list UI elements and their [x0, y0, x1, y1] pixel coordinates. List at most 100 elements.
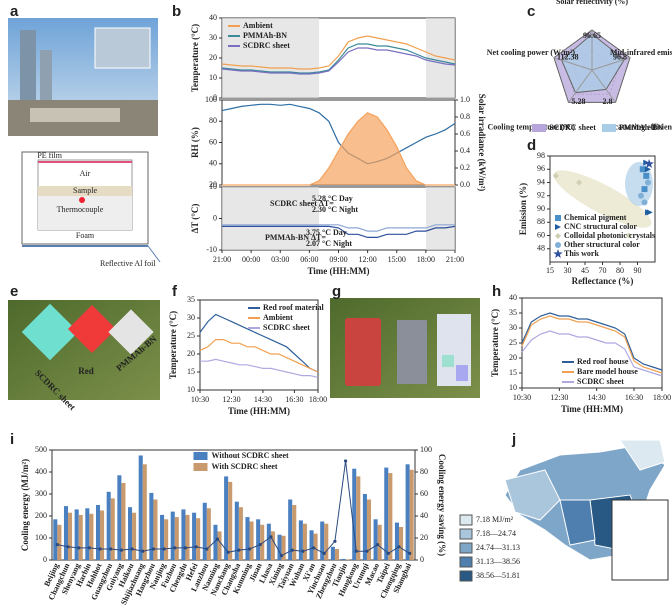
bar — [217, 531, 222, 560]
legend-label: 7.18—24.74 — [476, 529, 516, 538]
series-line — [222, 224, 455, 232]
y-tick-label: 300 — [35, 489, 47, 498]
bar — [288, 499, 293, 560]
y-tick-label: 20 — [509, 353, 517, 362]
y2-tick-label: 60 — [420, 489, 428, 498]
line-point — [162, 547, 166, 551]
y2-tick-label: 0 — [420, 555, 424, 564]
legend-label: 7.18 MJ/m² — [476, 515, 514, 524]
bar — [330, 546, 335, 560]
y-tick-label: 10 — [209, 182, 217, 191]
x-tick-label: 70 — [599, 266, 607, 275]
bar — [298, 520, 303, 560]
bar — [398, 527, 404, 560]
bar — [89, 513, 94, 560]
bar — [266, 523, 271, 560]
panel-label: c — [527, 3, 535, 20]
bar — [277, 534, 282, 560]
point — [625, 232, 632, 239]
line-point — [408, 551, 412, 556]
series-line — [521, 330, 663, 377]
night-shade — [222, 18, 320, 98]
line-point — [98, 547, 102, 551]
x-tick-label: 03:00 — [271, 255, 289, 264]
y-axis-label: Cooling energy (MJ/m²) — [20, 459, 30, 551]
y-tick-label: 30 — [187, 313, 195, 322]
y-axis-label: Temperature (°C) — [190, 24, 200, 92]
bar — [53, 519, 58, 560]
legend-label: Ambient — [263, 313, 293, 322]
area-fill — [222, 112, 455, 185]
panel-label: i — [10, 431, 14, 448]
legend-label: Bare model house — [577, 367, 638, 376]
legend-swatch — [602, 124, 616, 132]
bar — [341, 558, 346, 560]
y-tick-label: 500 — [35, 445, 47, 454]
bar — [78, 514, 83, 560]
legend-marker — [555, 233, 561, 239]
point — [643, 172, 650, 179]
y2-tick-label: 0.2 — [460, 163, 470, 172]
line-point — [376, 543, 380, 547]
y-tick-label: 10 — [187, 385, 195, 394]
bar — [74, 509, 79, 560]
legend-marker — [555, 242, 561, 248]
x-tick-label: 16:30 — [285, 395, 303, 404]
x-tick-label: 12:00 — [359, 255, 377, 264]
x-tick-label: 18:00 — [653, 393, 671, 402]
point — [639, 166, 646, 173]
y-tick-label: 40 — [509, 293, 517, 302]
line-point — [151, 547, 156, 551]
x-tick-label: 45 — [581, 266, 589, 275]
bar — [388, 473, 393, 560]
legend-label: PMMAh-BN — [243, 31, 287, 40]
line-point — [194, 545, 198, 549]
x-tick-label: 15 — [546, 266, 554, 275]
label: Sample — [73, 186, 97, 195]
y-tick-label: 100 — [205, 95, 217, 104]
y-tick-label: 80 — [209, 116, 217, 125]
legend-label: This work — [564, 249, 599, 258]
y2-tick-label: 0.0 — [460, 180, 470, 189]
y-tick-label: 98 — [537, 151, 545, 160]
panel-label: a — [10, 3, 19, 20]
bar — [309, 530, 314, 560]
bar — [409, 469, 414, 560]
y2-tick-label: 0.4 — [460, 146, 470, 155]
legend-label: SCDRC sheet — [549, 123, 596, 132]
point — [644, 159, 654, 168]
radar-spoke — [591, 57, 631, 71]
panel-label: f — [172, 283, 178, 300]
y-axis-label: ΔT (°C) — [190, 204, 200, 234]
bar — [238, 507, 243, 560]
y-axis-label: RH (%) — [190, 127, 200, 158]
plot-frame — [199, 299, 319, 391]
bar — [394, 522, 399, 560]
bar — [352, 468, 357, 560]
line-point — [333, 539, 337, 543]
x-tick-label: 14:30 — [588, 393, 606, 402]
point — [641, 186, 648, 193]
bar — [234, 501, 239, 560]
line-point — [397, 545, 401, 549]
y-tick-label: -10 — [206, 245, 217, 254]
line-point — [344, 459, 348, 463]
bar — [142, 464, 147, 560]
y-tick-label: 15 — [187, 367, 195, 376]
panel-label: g — [332, 283, 341, 300]
y-tick-label: 92 — [537, 191, 545, 200]
bar — [405, 464, 410, 560]
bar — [100, 510, 105, 560]
bar — [356, 476, 361, 560]
annotation: SCDRC sheet ΔT= — [270, 199, 334, 208]
bar — [174, 517, 179, 560]
bar — [228, 481, 233, 560]
bar — [106, 491, 111, 560]
y2-tick-label: 1.0 — [460, 95, 470, 104]
x-tick-label: 21:00 — [213, 255, 231, 264]
legend-label: PMMAh-BN — [619, 123, 663, 132]
x-tick-label: 16:30 — [625, 393, 643, 402]
label: Reflective Al foil — [100, 259, 156, 268]
line-point — [130, 547, 134, 551]
